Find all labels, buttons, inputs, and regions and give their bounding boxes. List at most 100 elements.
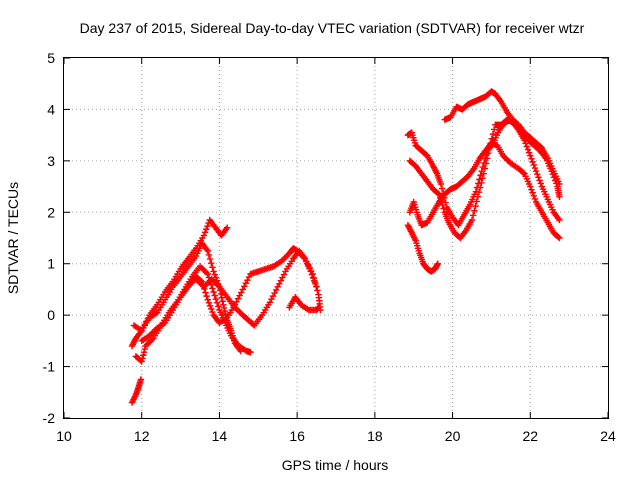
data-point	[480, 170, 487, 177]
data-point	[476, 176, 483, 183]
x-tick-label: 20	[445, 428, 461, 444]
x-tick-label: 12	[134, 428, 150, 444]
data-point	[535, 174, 542, 181]
series-track-h	[404, 221, 442, 275]
data-point	[310, 274, 318, 282]
data-point	[479, 175, 486, 182]
x-tick-label: 16	[289, 428, 305, 444]
data-point	[490, 126, 498, 133]
data-point	[531, 164, 539, 172]
x-axis-label: GPS time / hours	[282, 457, 389, 473]
data-point	[141, 345, 149, 353]
data-point	[471, 207, 478, 214]
data-point	[205, 251, 213, 259]
data-point	[218, 294, 225, 301]
data-point	[530, 161, 537, 169]
data-point	[222, 310, 229, 318]
data-point	[208, 305, 215, 313]
data-point	[220, 304, 228, 312]
data-point	[140, 348, 148, 356]
data-point	[537, 180, 544, 187]
data-point	[527, 152, 534, 159]
data-point	[437, 180, 445, 188]
data-point	[224, 224, 231, 231]
data-point	[204, 222, 211, 230]
data-point	[528, 186, 535, 193]
data-point	[216, 283, 223, 291]
data-point	[523, 143, 530, 150]
data-point	[556, 216, 563, 224]
y-tick-label: -2	[43, 410, 56, 426]
data-point	[201, 229, 209, 236]
data-point	[472, 202, 479, 210]
x-tick-label: 14	[212, 428, 228, 444]
data-point	[208, 260, 215, 267]
data-point	[209, 308, 216, 316]
data-point	[137, 376, 145, 383]
chart-title: Day 237 of 2015, Sidereal Day-to-day VTE…	[80, 20, 585, 36]
data-point	[212, 296, 220, 303]
data-point	[524, 146, 532, 153]
y-tick-label: 5	[47, 50, 55, 66]
series-track-f	[286, 293, 322, 314]
data-point	[438, 185, 446, 192]
data-point	[221, 307, 229, 315]
data-point	[476, 184, 484, 191]
data-point	[202, 289, 209, 296]
data-point	[211, 292, 218, 299]
data-point	[140, 352, 147, 359]
y-tick-label: 0	[47, 307, 55, 323]
data-point	[485, 149, 492, 157]
data-point	[213, 299, 221, 306]
data-point	[220, 301, 227, 309]
data-points	[128, 88, 563, 406]
data-point	[209, 264, 216, 271]
data-point	[488, 135, 496, 142]
data-point	[438, 198, 445, 205]
data-point	[520, 169, 527, 176]
data-point	[489, 130, 497, 138]
data-point	[209, 285, 216, 292]
data-point	[556, 234, 563, 242]
data-point	[434, 190, 442, 197]
data-point	[529, 189, 536, 196]
data-point	[534, 171, 541, 178]
data-point	[205, 299, 213, 306]
data-point	[237, 347, 244, 355]
data-point	[529, 158, 536, 166]
data-point	[211, 271, 218, 278]
data-point	[468, 216, 476, 224]
data-point	[469, 212, 477, 219]
data-point	[556, 193, 563, 201]
y-tick-label: -1	[43, 359, 56, 375]
data-point	[475, 189, 483, 196]
data-point	[521, 137, 528, 144]
x-tick-label: 24	[600, 428, 616, 444]
data-point	[486, 144, 493, 152]
data-point	[311, 279, 319, 286]
data-point	[203, 292, 210, 300]
data-point	[522, 140, 529, 147]
data-point	[215, 303, 222, 310]
x-tick-label: 22	[522, 428, 538, 444]
data-point	[217, 287, 224, 294]
plot-frame	[63, 57, 609, 419]
data-point	[204, 296, 211, 303]
series-track-e	[185, 275, 244, 355]
data-point	[210, 268, 217, 275]
data-point	[247, 348, 254, 356]
y-tick-label: 4	[47, 101, 55, 117]
x-tick-label: 10	[56, 428, 72, 444]
data-point	[314, 287, 321, 294]
data-point	[474, 193, 482, 201]
series-track-i	[406, 139, 563, 242]
data-point	[219, 298, 226, 305]
data-point	[478, 179, 485, 187]
data-point	[309, 270, 316, 278]
data-point	[556, 180, 563, 188]
series-early-low	[128, 376, 145, 406]
data-point	[528, 155, 535, 162]
data-point	[439, 201, 446, 209]
data-point	[200, 232, 208, 239]
